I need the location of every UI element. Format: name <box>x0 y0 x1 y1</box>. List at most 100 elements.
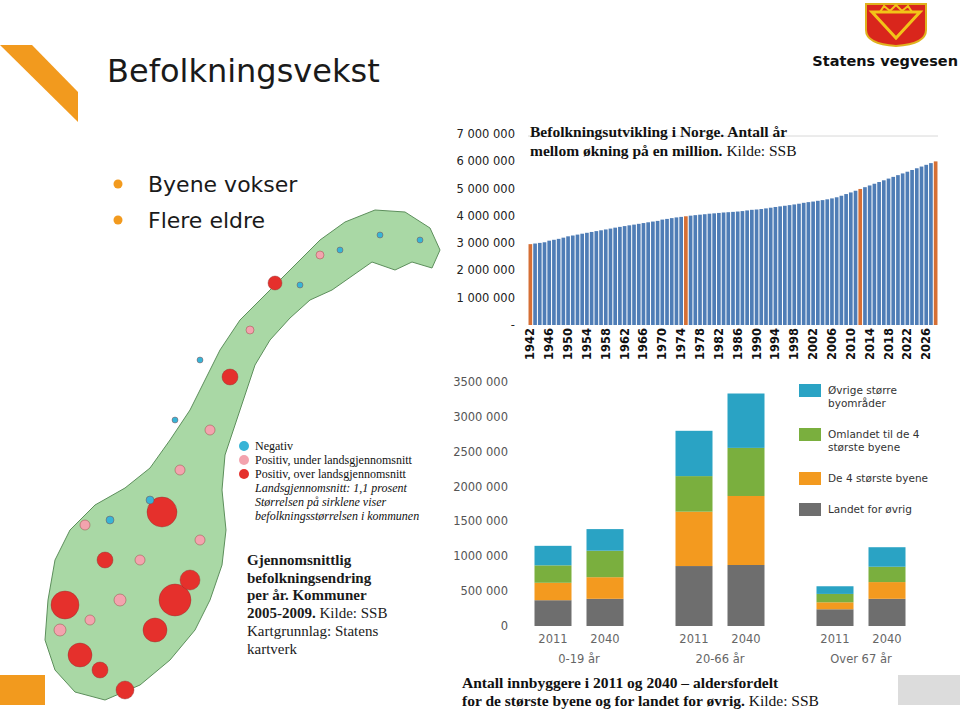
bar <box>844 194 848 325</box>
bar <box>906 172 910 325</box>
x-group-label: 0-19 år <box>558 652 600 666</box>
x-tick-label: 1954 <box>580 328 594 360</box>
map-municipality <box>116 681 134 699</box>
bar <box>868 185 872 325</box>
bar-segment <box>535 600 572 626</box>
bar-segment <box>676 476 713 512</box>
map-caption: per år. Kommuner <box>247 587 367 603</box>
x-tick-label: 1978 <box>693 328 707 360</box>
bar <box>580 234 584 325</box>
y-tick-label: 3000 000 <box>453 410 508 424</box>
map-municipality <box>195 535 205 545</box>
map-municipality <box>246 326 254 334</box>
bar <box>769 208 773 325</box>
map-source: Kartgrunnlag: Statens <box>247 623 378 639</box>
bar <box>774 207 778 325</box>
bar-segment <box>587 529 624 551</box>
bar <box>642 223 646 325</box>
y-tick-label: 5 000 000 <box>456 182 515 196</box>
bar <box>901 173 905 325</box>
bar <box>623 226 627 325</box>
x-tick-label: 2040 <box>872 632 901 646</box>
map-municipality <box>54 624 66 636</box>
bar-segment <box>817 609 854 626</box>
bar-segment <box>587 551 624 577</box>
map-municipality <box>143 618 167 642</box>
bar <box>896 175 900 325</box>
chart-title: Antall innbyggere i 2011 og 2040 – alder… <box>462 674 779 691</box>
bullet-dot <box>114 180 123 189</box>
legend-swatch <box>799 428 821 441</box>
bar <box>576 235 580 325</box>
bar <box>637 224 641 325</box>
map-legend-marker <box>239 441 249 451</box>
logo-crown <box>880 5 912 12</box>
bar-segment <box>728 394 765 448</box>
y-tick-label: 6 000 000 <box>456 154 515 168</box>
map-municipality <box>147 497 177 527</box>
map-note: Landsgjennomsnitt: 1,1 prosent <box>254 481 408 495</box>
bar <box>689 216 693 325</box>
map-legend-label: Positiv, over landsgjennomsnitt <box>255 467 407 481</box>
y-tick-label: 4 000 000 <box>456 209 515 223</box>
bar <box>590 232 594 325</box>
map-municipality <box>135 555 145 565</box>
logo-shield <box>866 4 926 46</box>
y-tick-label: 2500 000 <box>453 445 508 459</box>
bar <box>792 204 796 325</box>
x-tick-label: 2011 <box>538 632 567 646</box>
map-legend-label: Positiv, under landsgjennomsnitt <box>255 453 413 467</box>
bullet: Flere eldre <box>148 208 265 233</box>
bar <box>802 203 806 325</box>
logo: Statens vegvesen <box>812 4 958 69</box>
map-municipality <box>80 520 90 530</box>
bar <box>670 218 674 325</box>
bar <box>566 236 570 325</box>
bar-segment <box>869 599 906 626</box>
bar <box>821 200 825 325</box>
bar <box>722 213 726 325</box>
bar-segment <box>587 577 624 599</box>
legend-label: De 4 største byene <box>828 472 928 484</box>
x-tick-label: 1958 <box>599 328 613 360</box>
map-municipality <box>92 662 108 678</box>
legend-swatch <box>799 384 821 397</box>
bar <box>613 228 617 325</box>
bar <box>656 221 660 325</box>
bar <box>759 209 763 325</box>
x-tick-label: 2011 <box>679 632 708 646</box>
bar <box>797 204 801 325</box>
map-note: befolkningsstørrelsen i kommunen <box>255 509 419 523</box>
bar-segment <box>676 512 713 566</box>
slide: Statens vegvesenBefolkningsvekstByene vo… <box>0 0 960 711</box>
x-group-label: Over 67 år <box>830 652 892 666</box>
y-tick-label: 2 000 000 <box>456 263 515 277</box>
bar <box>736 212 740 325</box>
bar <box>675 217 679 325</box>
bar <box>934 161 938 325</box>
bar <box>665 219 669 325</box>
map-outline <box>45 210 440 700</box>
bar <box>854 191 858 325</box>
bar <box>924 165 928 325</box>
map-municipality <box>205 425 215 435</box>
x-tick-label: 1982 <box>712 328 726 360</box>
bar <box>778 206 782 325</box>
bar <box>693 215 697 325</box>
x-tick-label: 1974 <box>674 328 688 360</box>
x-tick-label: 2040 <box>731 632 760 646</box>
bar <box>849 192 853 325</box>
map-legend-label: Negativ <box>255 439 293 453</box>
decoration <box>0 45 960 705</box>
y-tick-label: 3500 000 <box>453 375 508 389</box>
bar <box>825 199 829 325</box>
footer-block <box>0 675 45 705</box>
legend-label-line: byområder <box>828 397 886 409</box>
footer-block <box>898 675 960 705</box>
bar <box>679 217 683 325</box>
bar <box>755 209 759 325</box>
bar <box>618 227 622 325</box>
bar-segment <box>817 594 854 602</box>
bar <box>543 242 547 325</box>
map-caption-text: Gjennomsnittlig <box>247 552 352 568</box>
